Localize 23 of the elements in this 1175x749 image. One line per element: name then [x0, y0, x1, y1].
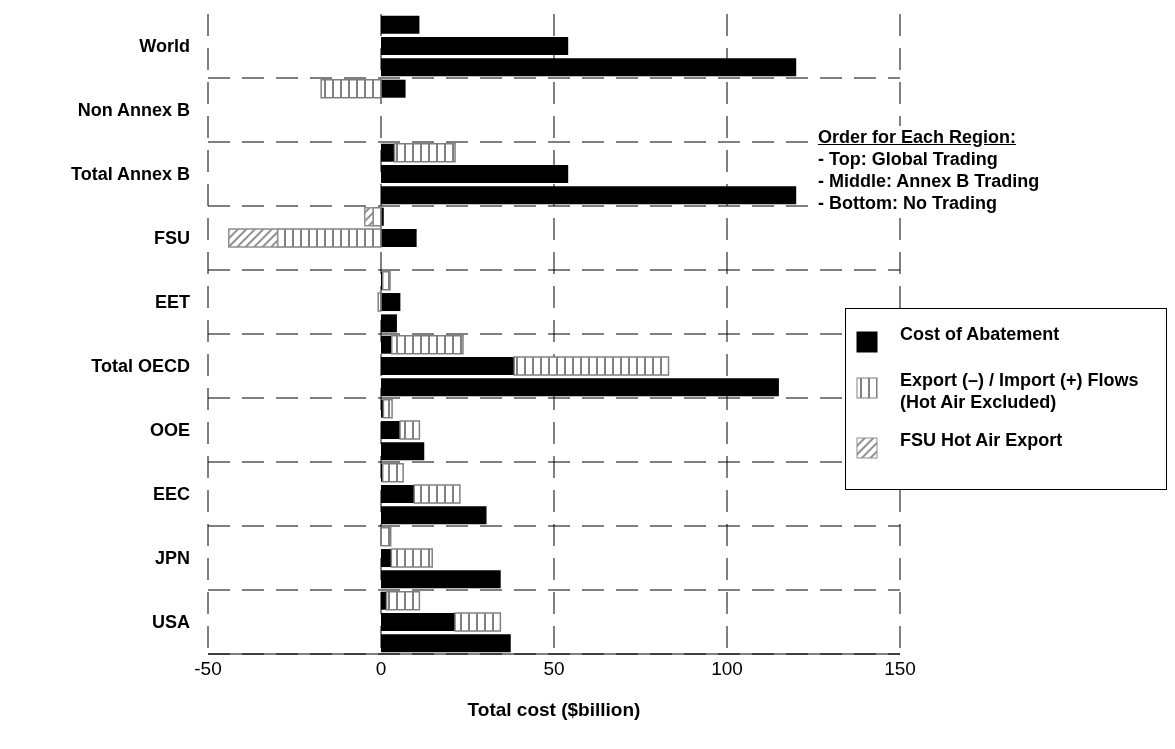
- annotation: - Top: Global Trading: [818, 148, 999, 170]
- y-tick-label: USA: [151, 612, 190, 632]
- y-tick-label: Total Annex B: [70, 164, 190, 184]
- x-tick-label: 100: [711, 658, 743, 680]
- y-tick-label: OOE: [149, 420, 190, 440]
- y-tick-label: Non Annex B: [77, 100, 190, 120]
- x-axis-title: Total cost ($billion): [467, 699, 641, 720]
- x-tick-label: -50: [194, 658, 222, 680]
- x-tick-label: 50: [543, 658, 565, 680]
- y-tick-label: World: [139, 36, 190, 56]
- annotation: Order for Each Region:: [818, 126, 1018, 148]
- legend-label: Cost of Abatement: [900, 323, 1060, 345]
- x-tick-label: 150: [884, 658, 916, 680]
- legend-label: Export (–) / Import (+) Flows (Hot Air Excluded): [900, 369, 1140, 413]
- y-tick-label: Total OECD: [91, 356, 190, 376]
- x-tick-label: 0: [375, 658, 387, 680]
- annotation: - Middle: Annex B Trading: [818, 170, 1040, 192]
- y-tick-label: EET: [154, 292, 190, 312]
- y-tick-label: EEC: [152, 484, 190, 504]
- y-tick-label: FSU: [154, 228, 190, 248]
- annotation: - Bottom: No Trading: [818, 192, 998, 214]
- legend-label: FSU Hot Air Export: [900, 429, 1063, 451]
- y-tick-label: JPN: [154, 548, 190, 568]
